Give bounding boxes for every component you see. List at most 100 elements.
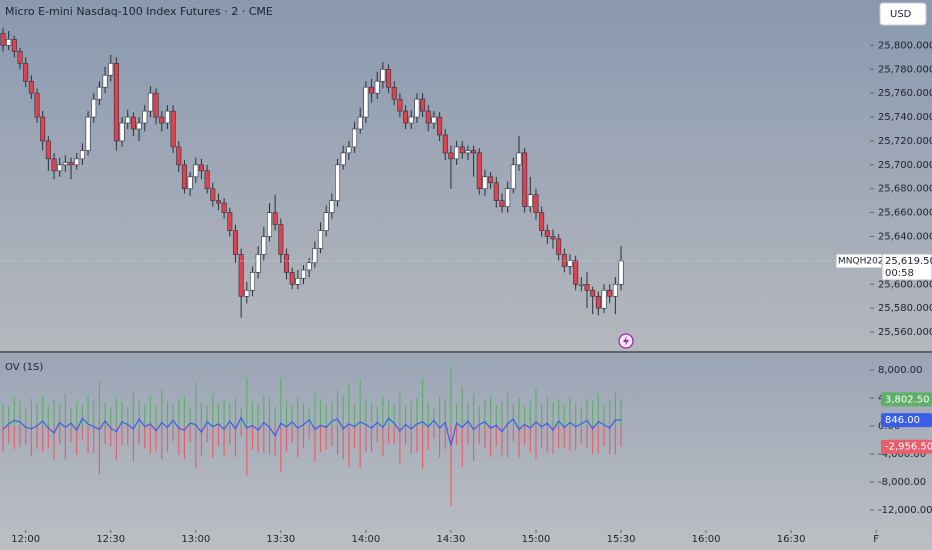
y-tick-label: -4,000.00 xyxy=(878,449,926,460)
candle-body xyxy=(482,176,488,190)
candle-body xyxy=(125,116,131,124)
candle-body xyxy=(516,152,522,166)
candle-body xyxy=(198,164,204,172)
candle-body xyxy=(272,212,278,225)
y-tick-label: 25,660.000 xyxy=(878,208,932,219)
x-tick-label: 14:30 xyxy=(437,534,466,545)
y-tick-label: -8,000.00 xyxy=(878,477,926,488)
candle-body xyxy=(476,152,482,190)
y-tick-label: 25,740.000 xyxy=(878,112,932,123)
candle-body xyxy=(533,194,539,213)
candle-body xyxy=(23,63,29,82)
indicator-pane xyxy=(0,353,932,550)
candle-body xyxy=(142,110,148,124)
candle-body xyxy=(312,248,318,264)
candle-body xyxy=(193,164,199,178)
x-tick-label: 12:00 xyxy=(11,534,40,545)
x-tick-label: 15:00 xyxy=(522,534,551,545)
x-tick-label: 15:30 xyxy=(607,534,636,545)
candle-body xyxy=(62,162,68,166)
candle-body xyxy=(601,289,607,309)
candle-body xyxy=(505,188,511,207)
x-tick-label: 12:30 xyxy=(96,534,125,545)
candle-body xyxy=(6,39,12,46)
y-tick-label: 25,680.000 xyxy=(878,184,932,195)
candle-body xyxy=(442,134,448,154)
candle-body xyxy=(420,98,426,112)
candle-body xyxy=(369,86,375,94)
last-price-box xyxy=(881,253,932,281)
y-tick-label: 25,580.000 xyxy=(878,303,932,314)
candle-body xyxy=(335,164,341,201)
candle-body xyxy=(244,289,250,297)
candle-body xyxy=(68,162,74,166)
candle-body xyxy=(170,110,176,148)
symbol-label: MNQH2026 xyxy=(838,257,890,267)
candle-body xyxy=(323,212,329,231)
candle-body xyxy=(454,146,460,160)
last-price-label: 25,619.50 xyxy=(885,256,932,267)
candle-body xyxy=(329,200,335,213)
candle-body xyxy=(153,92,159,118)
x-tick-label: 13:00 xyxy=(181,534,210,545)
candle-body xyxy=(499,200,505,207)
y-tick-label: 25,600.000 xyxy=(878,279,932,290)
candle-body xyxy=(102,74,108,88)
candle-body xyxy=(249,272,255,291)
candle-body xyxy=(221,202,227,213)
candle-body xyxy=(471,150,477,154)
candle-body xyxy=(40,116,46,142)
y-tick-label: 25,720.000 xyxy=(878,136,932,147)
candle-body xyxy=(340,152,346,166)
countdown-label: 00:58 xyxy=(885,268,914,279)
y-tick-label: 25,560.000 xyxy=(878,327,932,338)
x-tick-label: F xyxy=(873,534,879,545)
y-tick-label: 8,000.00 xyxy=(878,365,923,376)
candle-body xyxy=(561,254,567,267)
candle-body xyxy=(215,200,221,204)
candle-body xyxy=(176,146,182,166)
candle-body xyxy=(96,86,102,100)
candle-body xyxy=(408,116,414,124)
candle-body xyxy=(539,212,545,231)
candle-body xyxy=(301,269,307,279)
candle-body xyxy=(522,152,528,207)
candle-body xyxy=(578,284,584,286)
candle-body xyxy=(108,63,114,76)
candle-body xyxy=(459,146,465,154)
candle-body xyxy=(595,295,601,309)
candle-body xyxy=(448,152,454,160)
candle-body xyxy=(283,254,289,273)
candle-body xyxy=(346,146,352,154)
candle-body xyxy=(45,140,51,160)
candle-body xyxy=(386,68,392,88)
candle-body xyxy=(238,254,244,297)
candle-body xyxy=(488,176,494,184)
y-tick-label: 25,640.000 xyxy=(878,232,932,243)
candle-body xyxy=(544,230,550,237)
candle-body xyxy=(159,116,165,124)
candle-body xyxy=(51,158,57,172)
candle-body xyxy=(380,68,386,82)
candle-body xyxy=(119,122,125,142)
candle-body xyxy=(278,224,284,255)
candle-body xyxy=(147,92,153,112)
candle-body xyxy=(397,98,403,112)
candle-body xyxy=(437,116,443,136)
candle-body xyxy=(130,116,136,130)
y-tick-label: 25,800.000 xyxy=(878,40,932,51)
candle-body xyxy=(414,98,420,118)
currency-button[interactable] xyxy=(879,2,927,26)
candle-body xyxy=(306,262,312,271)
candle-body xyxy=(227,212,233,231)
x-tick-label: 16:00 xyxy=(692,534,721,545)
candle-body xyxy=(374,80,380,94)
candle-body xyxy=(465,150,471,154)
candle-body xyxy=(113,63,119,142)
value-badge xyxy=(881,392,932,407)
value-badge-label: 3,802.50 xyxy=(885,394,930,405)
y-tick-label: 25,780.000 xyxy=(878,64,932,75)
currency-label[interactable]: USD xyxy=(890,9,912,20)
candle-body xyxy=(57,164,63,172)
